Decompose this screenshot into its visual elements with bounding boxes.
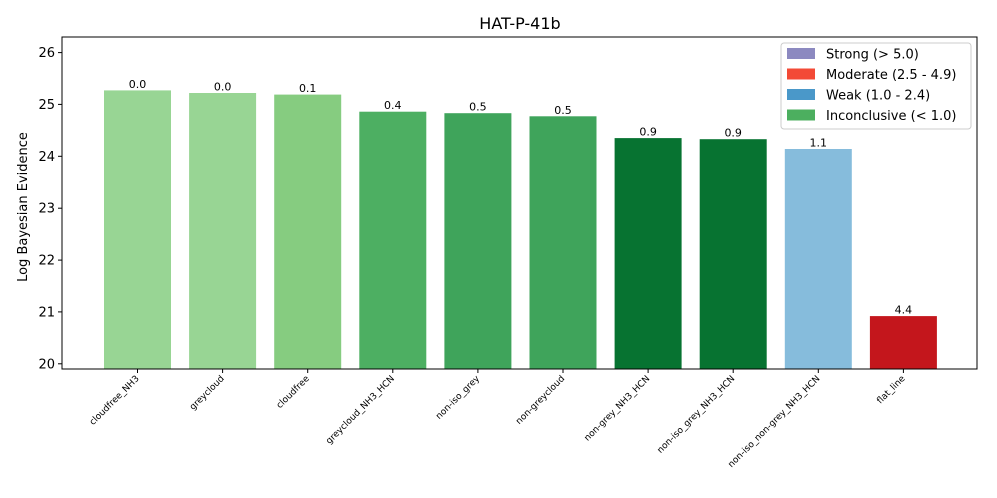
chart-title: HAT-P-41b	[479, 14, 560, 33]
x-tick-label-flat-line: flat_line	[875, 374, 907, 406]
data-label-non-grey-nh3-hcn: 0.9	[639, 126, 657, 139]
y-tick-label: 24	[38, 150, 55, 165]
y-tick-label: 22	[38, 254, 55, 269]
bar-non-iso-grey	[443, 112, 513, 370]
plot-frame	[61, 36, 978, 370]
y-tick-label: 23	[38, 202, 55, 217]
data-label-non-iso-grey: 0.5	[469, 101, 487, 114]
legend-swatch-inconclusive-1-0	[787, 109, 815, 121]
x-tick-label-non-iso-grey-nh3-hcn: non-iso_grey_NH3_HCN	[656, 374, 738, 456]
bar-non-iso-grey-nh3-hcn	[698, 138, 768, 370]
x-tick-label-non-iso-non-grey-nh3-hcn: non-iso_non-grey_NH3_HCN	[727, 374, 823, 470]
data-label-greycloud-nh3-hcn: 0.4	[384, 99, 402, 112]
data-label-greycloud: 0.0	[214, 81, 232, 94]
legend-label-strong-5-0: Strong (> 5.0)	[826, 48, 919, 63]
data-label-cloudfree: 0.1	[299, 82, 317, 95]
data-label-non-iso-non-grey-nh3-hcn: 1.1	[810, 137, 828, 150]
bar-non-greycloud	[528, 115, 598, 370]
y-tick-label: 25	[38, 98, 55, 113]
bar-cloudfree-nh3	[103, 89, 172, 370]
y-axis-label: Log Bayesian Evidence	[16, 132, 31, 282]
data-label-non-greycloud: 0.5	[554, 104, 572, 117]
legend-swatch-moderate-2-5-4-9	[787, 68, 815, 80]
legend: Strong (> 5.0) Moderate (2.5 - 4.9) Weak (…	[780, 42, 972, 130]
x-tick-label-greycloud: greycloud	[188, 374, 227, 413]
data-labels-group: 0.0 0.0 0.1 0.4 0.5 0.5 0.9 0.9 1.1 4.4	[129, 78, 912, 317]
legend-label-moderate-2-5-4-9: Moderate (2.5 - 4.9)	[826, 68, 956, 83]
y-tick-label: 26	[38, 46, 55, 61]
bar-non-iso-non-grey-nh3-hcn	[783, 148, 853, 370]
x-tick-label-non-grey-nh3-hcn: non-grey_NH3_HCN	[583, 374, 652, 443]
y-tick-label: 20	[38, 357, 55, 372]
legend-box	[780, 42, 972, 130]
bars-group	[103, 89, 938, 370]
data-label-flat-line: 4.4	[895, 304, 913, 317]
x-tick-label-cloudfree-nh3: cloudfree_NH3	[88, 374, 142, 428]
x-axis: cloudfree_NH3 greycloud cloudfree greycloud…	[88, 369, 908, 470]
y-axis: 20 21 22 23 24 25 26	[38, 46, 62, 372]
x-tick-label-non-iso-grey: non-iso_grey	[434, 374, 482, 422]
bar-greycloud	[188, 92, 258, 370]
legend-swatch-strong-5-0	[787, 48, 815, 59]
legend-label-weak-1-0-2-4: Weak (1.0 - 2.4)	[826, 89, 930, 104]
legend-swatch-weak-1-0-2-4	[787, 89, 815, 100]
x-tick-label-non-greycloud: non-greycloud	[514, 374, 567, 427]
x-tick-label-greycloud-nh3-hcn: greycloud_NH3_HCN	[324, 374, 396, 446]
data-label-cloudfree-nh3: 0.0	[129, 78, 147, 91]
legend-label-inconclusive-1-0: Inconclusive (< 1.0)	[826, 109, 956, 124]
bar-flat-line	[868, 315, 938, 370]
x-tick-label-cloudfree: cloudfree	[275, 374, 312, 411]
bar-greycloud-nh3-hcn	[358, 110, 428, 370]
bar-cloudfree	[273, 93, 343, 370]
bar-non-grey-nh3-hcn	[613, 137, 683, 370]
data-label-non-iso-grey-nh3-hcn: 0.9	[724, 127, 742, 140]
y-tick-label: 21	[38, 305, 55, 320]
